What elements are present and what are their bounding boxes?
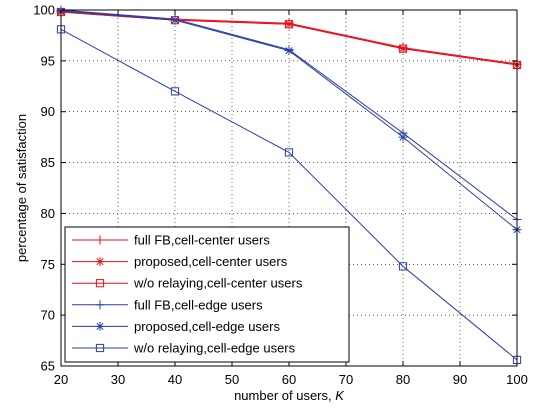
x-tick-label: 50 <box>225 372 239 387</box>
series-5 <box>56 6 522 235</box>
x-tick-label: 40 <box>168 372 182 387</box>
data-point <box>398 132 408 142</box>
marker-square <box>95 279 105 288</box>
x-tick-label: 80 <box>396 372 410 387</box>
legend-item: w/o relaying,cell-edge users <box>72 341 296 356</box>
data-point <box>284 20 294 29</box>
ticks: 20 30 40 50 60 70 80 90 100 65 70 75 80 85 90 95 100 <box>33 3 528 388</box>
legend-marker <box>95 321 105 331</box>
legend-item: proposed,cell-edge users <box>72 319 280 334</box>
legend-marker <box>95 343 105 353</box>
y-tick-label: 70 <box>41 308 55 323</box>
marker-star-d2 <box>171 16 179 24</box>
series-line <box>60 28 518 361</box>
x-tick-label: 30 <box>111 372 125 387</box>
data-point <box>398 44 408 53</box>
data-point <box>170 15 180 25</box>
marker-square <box>284 148 294 157</box>
legend-label: proposed,cell-edge users <box>134 319 280 334</box>
data-point <box>170 87 180 96</box>
data-point <box>284 46 294 56</box>
legend-item: full FB,cell-edge users <box>72 297 263 312</box>
marker-square <box>398 44 408 53</box>
legend-label: w/o relaying,cell-center users <box>133 276 303 291</box>
y-tick-label: 65 <box>41 359 55 374</box>
marker-square <box>95 343 105 353</box>
legend-marker <box>95 279 105 288</box>
series-layer <box>56 5 522 364</box>
legend-item: proposed,cell-center users <box>72 254 288 269</box>
y-tick-label: 85 <box>41 155 55 170</box>
marker-square <box>170 87 180 96</box>
marker-star-d2 <box>399 133 407 141</box>
legend-item: full FB,cell-center users <box>72 233 270 248</box>
legend-marker <box>95 257 105 267</box>
legend-label: full FB,cell-edge users <box>134 297 263 312</box>
y-tick-label: 95 <box>41 53 55 68</box>
x-tick-label: 20 <box>54 372 68 387</box>
legend-label: proposed,cell-center users <box>134 254 288 269</box>
y-tick-label: 90 <box>41 104 55 119</box>
legend-marker <box>95 300 105 310</box>
y-axis-label: percentage of satisfaction <box>14 114 29 262</box>
y-tick-label: 100 <box>33 3 55 18</box>
legend-marker <box>95 235 105 245</box>
data-point <box>284 148 294 157</box>
x-axis-label-text: number of users, <box>234 388 335 403</box>
x-tick-label: 90 <box>453 372 467 387</box>
legend-item: w/o relaying,cell-center users <box>72 276 303 291</box>
y-tick-label: 75 <box>41 257 55 272</box>
marker-star-d2 <box>96 322 104 330</box>
marker-square <box>398 262 408 271</box>
marker-star-d2 <box>96 258 104 266</box>
legend-box <box>64 226 350 363</box>
legend-label: w/o relaying,cell-edge users <box>133 341 296 356</box>
data-point <box>398 262 408 271</box>
marker-star-d2 <box>285 47 293 55</box>
x-axis-label: number of users, K <box>234 388 345 403</box>
legend-label: full FB,cell-center users <box>134 233 270 248</box>
x-tick-label: 70 <box>339 372 353 387</box>
marker-square <box>284 20 294 29</box>
legend: full FB,cell-center users proposed,cell-c… <box>64 226 350 363</box>
y-tick-label: 80 <box>41 206 55 221</box>
x-tick-label: 100 <box>506 372 528 387</box>
x-tick-label: 60 <box>282 372 296 387</box>
x-axis-label-variable: K <box>335 388 345 403</box>
